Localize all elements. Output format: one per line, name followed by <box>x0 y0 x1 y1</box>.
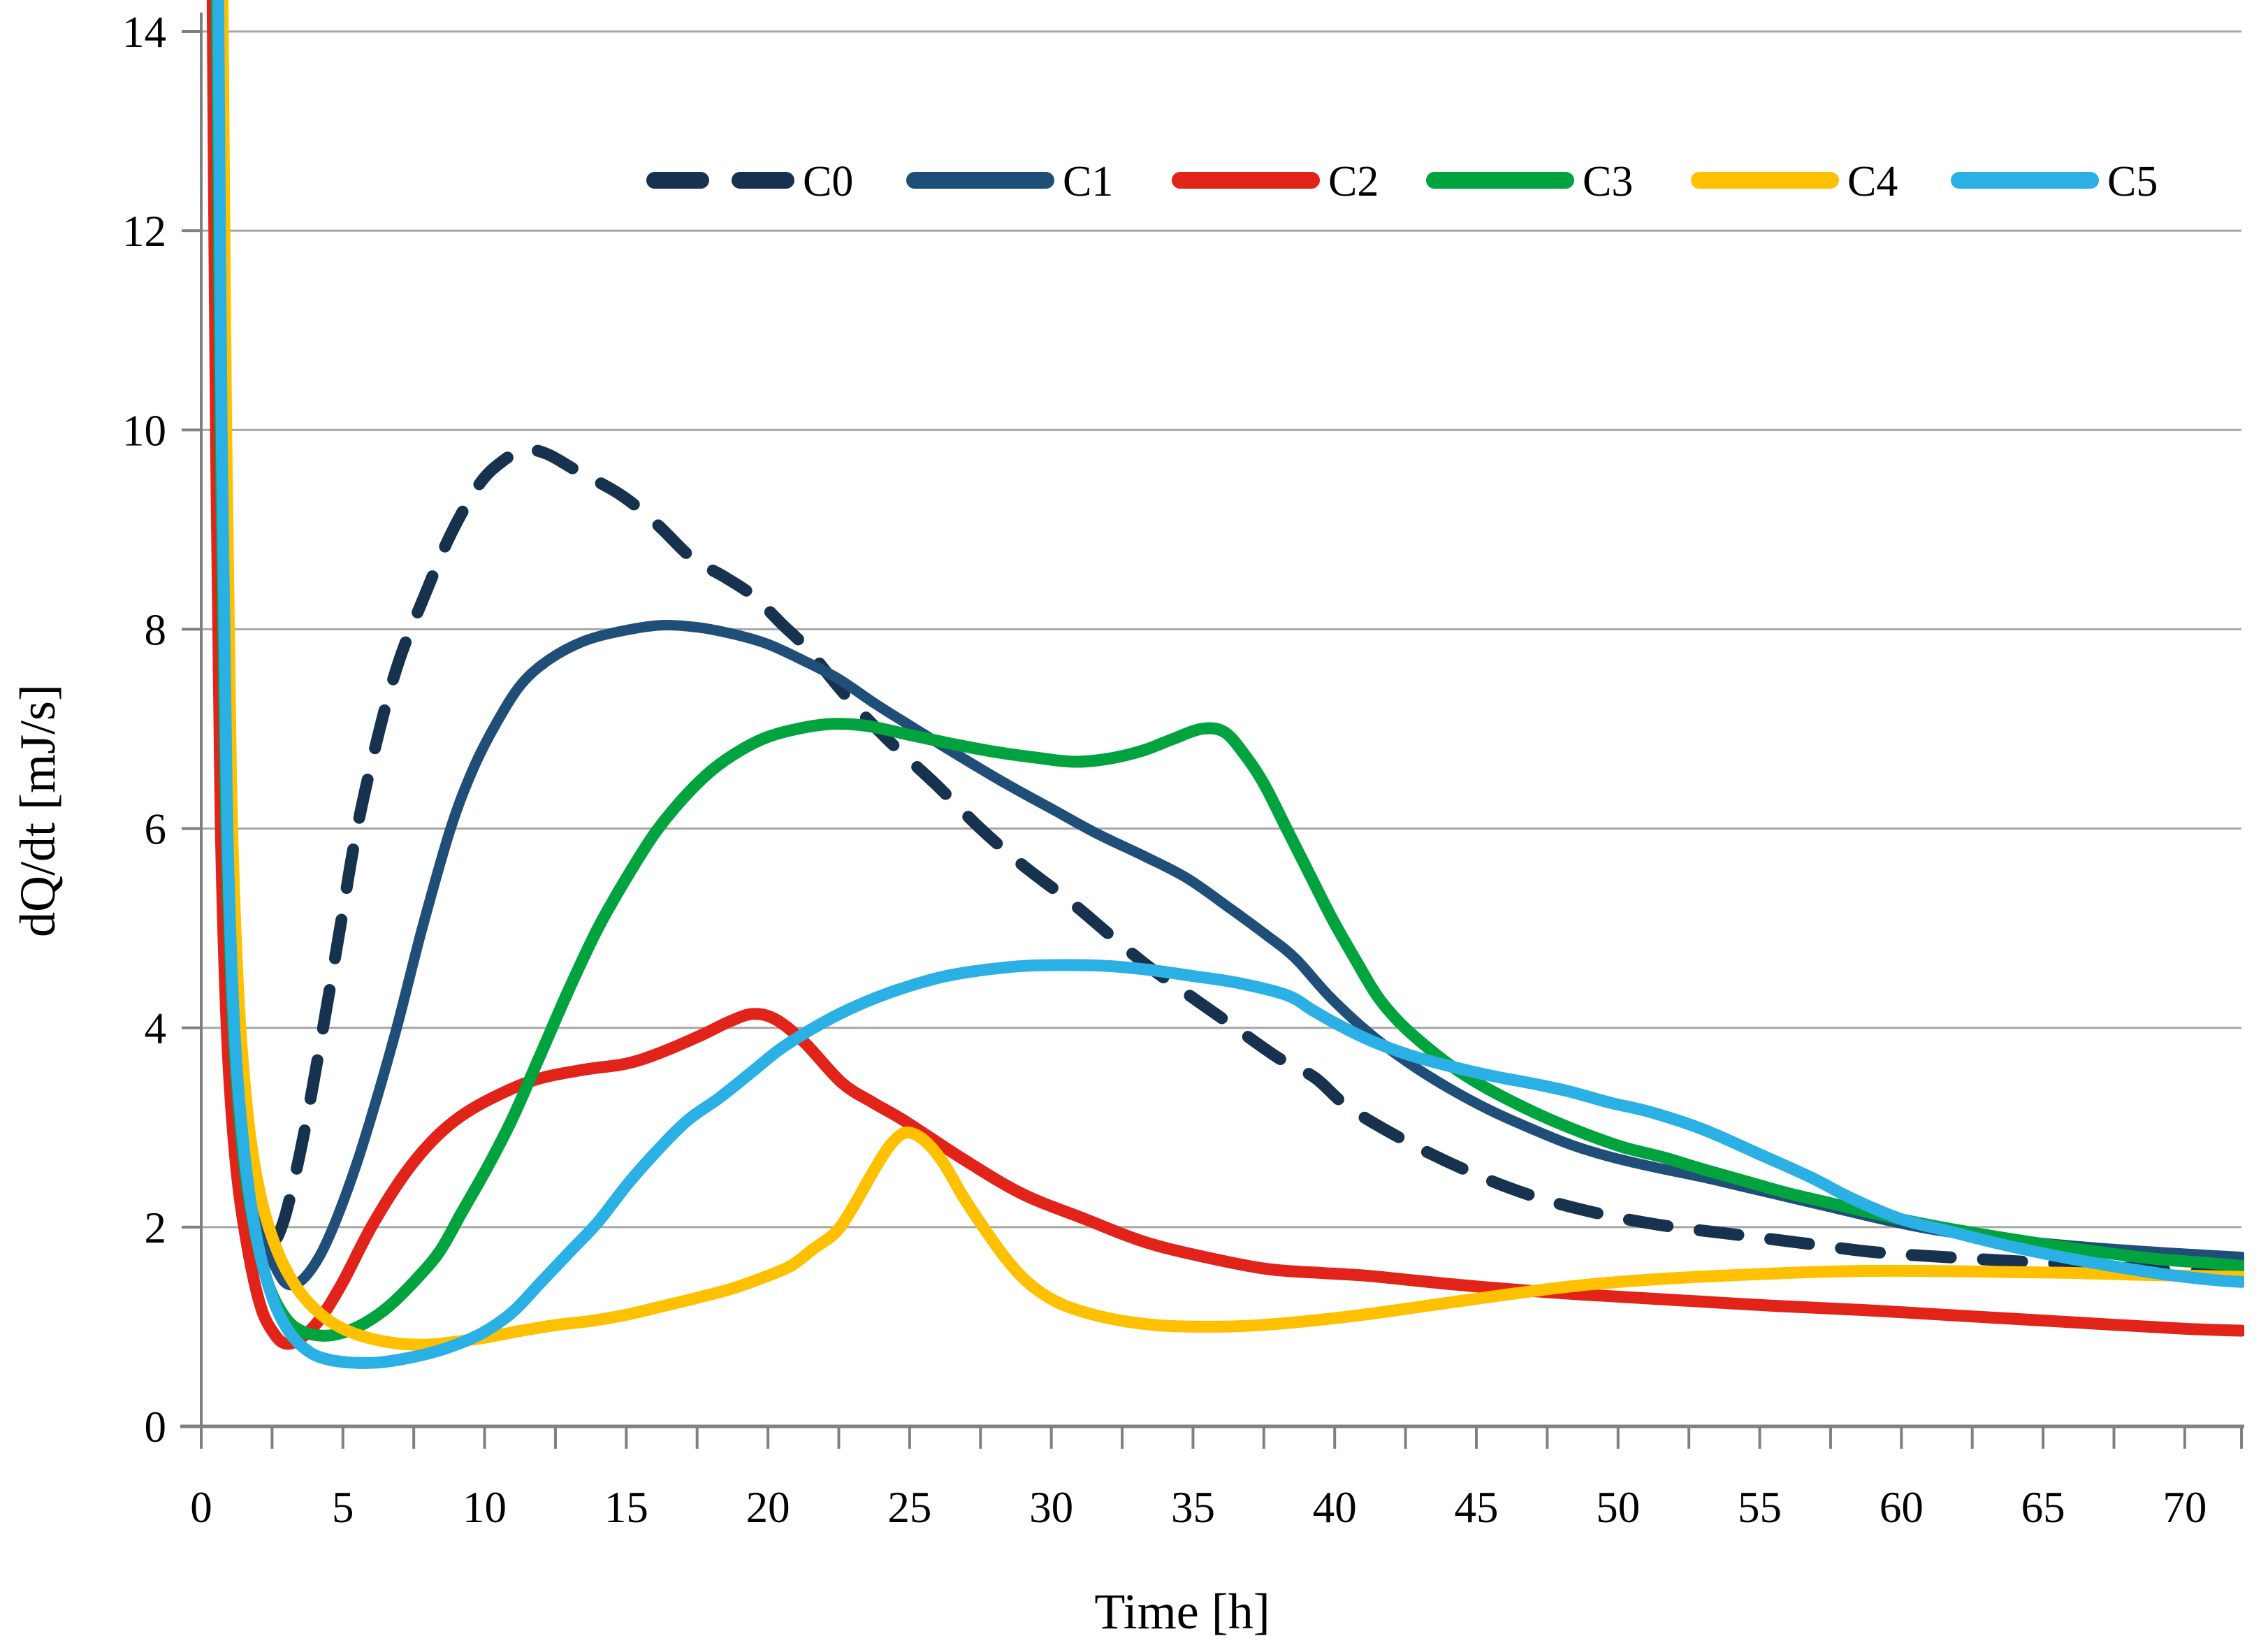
y-tick-label-10: 10 <box>122 406 166 455</box>
y-tick-label-14: 14 <box>122 8 166 57</box>
series-curves <box>206 0 2244 1369</box>
legend-item-C0: C0 <box>646 158 853 205</box>
x-tick-label-50: 50 <box>1596 1483 1640 1532</box>
legend-item-C4: C4 <box>1691 158 1898 205</box>
x-tick-label-55: 55 <box>1738 1483 1782 1532</box>
gridlines <box>201 30 2241 1229</box>
legend-label-C5: C5 <box>2107 158 2158 205</box>
x-tick-label-45: 45 <box>1455 1483 1499 1532</box>
x-axis-title: Time [h] <box>1094 1584 1270 1640</box>
x-tick-label-40: 40 <box>1313 1483 1357 1532</box>
axes <box>180 13 2244 1449</box>
legend-item-C5: C5 <box>1951 158 2158 205</box>
legend-item-C2: C2 <box>1172 158 1379 205</box>
y-tick-label-4: 4 <box>145 1004 167 1053</box>
y-tick-label-8: 8 <box>145 605 167 654</box>
series-path-C2 <box>206 0 2244 1350</box>
x-tick-label-35: 35 <box>1171 1483 1215 1532</box>
legend-label-C2: C2 <box>1328 158 1379 205</box>
y-tick-label-2: 2 <box>145 1203 167 1252</box>
x-tick-label-60: 60 <box>1880 1483 1924 1532</box>
x-tick-label-25: 25 <box>887 1483 931 1532</box>
legend-item-C3: C3 <box>1426 158 1633 205</box>
series-path-C5 <box>212 0 2244 1369</box>
x-tick-label-30: 30 <box>1029 1483 1073 1532</box>
legend-item-C1: C1 <box>906 158 1113 205</box>
legend-label-C0: C0 <box>803 158 853 205</box>
x-tick-label-0: 0 <box>190 1483 212 1532</box>
x-tick-label-20: 20 <box>746 1483 790 1532</box>
y-axis-title: dQ/dt [mJ/s] <box>10 684 66 937</box>
legend: C0 C1 C2 C3 C4 C5 <box>646 158 2158 205</box>
y-tick-label-0: 0 <box>145 1403 167 1452</box>
x-tick-label-65: 65 <box>2021 1483 2065 1532</box>
series-path-C3 <box>210 0 2244 1342</box>
y-tick-label-6: 6 <box>145 805 167 854</box>
x-tick-label-5: 5 <box>332 1483 354 1532</box>
legend-label-C1: C1 <box>1063 158 1113 205</box>
series-path-C4 <box>217 0 2244 1351</box>
legend-label-C3: C3 <box>1583 158 1633 205</box>
x-tick-label-15: 15 <box>604 1483 648 1532</box>
series-path-C1 <box>210 0 2244 1291</box>
y-tick-label-12: 12 <box>122 207 166 256</box>
x-tick-label-70: 70 <box>2162 1483 2207 1532</box>
legend-label-C4: C4 <box>1847 158 1898 205</box>
x-tick-label-10: 10 <box>463 1483 507 1532</box>
axis-labels: 0 2 4 6 8 10 12 14 0 5 10 15 20 25 30 35 40 45 50 55 60 65 70 <box>122 8 2207 1532</box>
